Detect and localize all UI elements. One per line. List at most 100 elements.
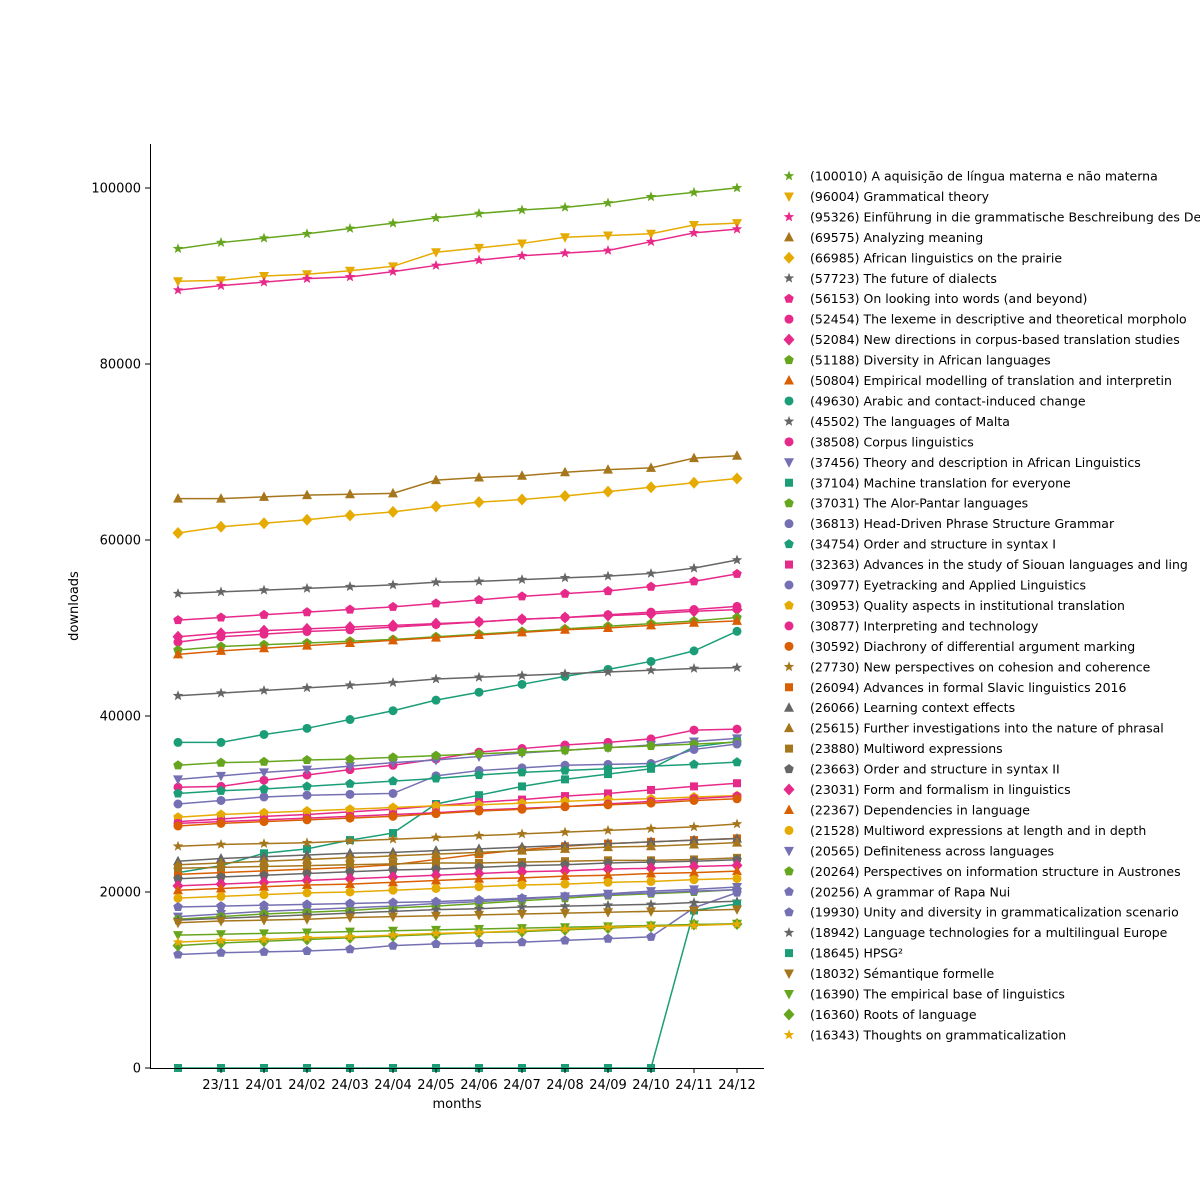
data-point bbox=[173, 821, 183, 831]
data-point bbox=[517, 767, 527, 777]
data-point bbox=[259, 642, 269, 653]
legend-marker bbox=[784, 722, 794, 733]
legend-entry: (18032) Sémantique formelle bbox=[784, 966, 995, 981]
series-line bbox=[177, 798, 738, 827]
series-line bbox=[177, 923, 738, 936]
legend-label: (18942) Language technologies for a mult… bbox=[810, 925, 1168, 940]
data-point bbox=[517, 747, 527, 757]
series-10 bbox=[173, 615, 742, 659]
data-point bbox=[731, 182, 743, 193]
series-23 bbox=[173, 794, 742, 831]
data-point bbox=[603, 464, 613, 474]
data-point bbox=[732, 724, 742, 734]
data-point bbox=[173, 949, 183, 959]
data-point bbox=[431, 695, 441, 705]
series-line bbox=[177, 877, 738, 899]
data-point bbox=[387, 505, 399, 518]
data-point bbox=[345, 789, 355, 799]
data-point bbox=[517, 893, 527, 903]
data-point bbox=[345, 878, 355, 889]
legend-entry: (26066) Learning context effects bbox=[784, 700, 1015, 715]
data-point bbox=[474, 806, 484, 816]
data-point bbox=[602, 609, 614, 622]
legend-marker bbox=[784, 702, 794, 712]
data-point bbox=[173, 493, 183, 503]
data-point bbox=[301, 837, 313, 848]
data-point bbox=[172, 630, 184, 643]
legend-entry: (45502) The languages of Malta bbox=[783, 414, 1010, 429]
legend-entry: (52084) New directions in corpus-based t… bbox=[783, 332, 1180, 347]
legend-entry: (36813) Head-Driven Phrase Structure Gra… bbox=[784, 516, 1115, 531]
legend-marker bbox=[784, 293, 794, 303]
data-point bbox=[688, 186, 700, 197]
series-42 bbox=[172, 918, 743, 947]
data-point bbox=[474, 769, 484, 780]
data-point bbox=[301, 682, 313, 693]
data-point bbox=[474, 938, 484, 948]
data-point bbox=[603, 231, 613, 242]
data-point bbox=[602, 197, 614, 208]
data-point bbox=[560, 879, 570, 889]
data-point bbox=[430, 904, 442, 915]
data-point bbox=[344, 621, 356, 634]
legend-entry: (30953) Quality aspects in institutional… bbox=[784, 598, 1125, 613]
legend-entry: (23880) Multiword expressions bbox=[785, 741, 1003, 756]
data-point bbox=[645, 823, 657, 834]
y-tick-label: 80000 bbox=[100, 358, 141, 373]
data-point bbox=[388, 876, 398, 887]
legend-entry: (18942) Language technologies for a mult… bbox=[783, 925, 1168, 940]
series-8 bbox=[172, 603, 743, 643]
data-point bbox=[516, 250, 528, 261]
data-point bbox=[645, 236, 657, 247]
data-point bbox=[602, 824, 614, 835]
series-35 bbox=[173, 884, 742, 912]
legend-entry: (27730) New perspectives on cohesion and… bbox=[783, 659, 1151, 674]
series-line bbox=[177, 870, 738, 891]
legend-label: (37031) The Alor-Pantar languages bbox=[810, 496, 1028, 511]
data-point bbox=[646, 462, 656, 472]
series-39 bbox=[173, 905, 742, 929]
series-line bbox=[178, 454, 738, 500]
legend-marker bbox=[783, 783, 795, 796]
series-line bbox=[177, 477, 738, 534]
legend-entry: (100010) A aquisição de língua materna e… bbox=[783, 169, 1158, 184]
legend-label: (19930) Unity and diversity in grammatic… bbox=[810, 905, 1179, 920]
data-point bbox=[172, 936, 184, 947]
series-line bbox=[177, 620, 738, 656]
legend-marker bbox=[784, 990, 794, 1000]
data-point bbox=[431, 474, 441, 485]
series-line bbox=[177, 888, 738, 921]
data-point bbox=[301, 513, 313, 526]
data-point bbox=[473, 496, 485, 509]
series-line bbox=[177, 795, 738, 825]
data-point bbox=[344, 581, 356, 592]
legend-marker bbox=[784, 641, 794, 651]
data-point bbox=[646, 931, 656, 941]
data-point bbox=[517, 845, 527, 855]
data-point bbox=[518, 782, 526, 791]
data-point bbox=[172, 588, 184, 599]
data-point bbox=[732, 874, 742, 884]
data-point bbox=[173, 277, 183, 287]
data-point bbox=[602, 666, 614, 677]
data-point bbox=[344, 931, 356, 942]
data-point bbox=[301, 582, 313, 593]
data-point bbox=[430, 617, 442, 630]
data-point bbox=[688, 605, 700, 618]
series-4 bbox=[172, 472, 743, 539]
data-point bbox=[732, 568, 742, 578]
data-point bbox=[474, 910, 484, 921]
data-point bbox=[259, 609, 269, 619]
series-line bbox=[178, 630, 738, 744]
series-24 bbox=[172, 818, 743, 851]
data-point bbox=[301, 909, 313, 920]
legend-entry: (37104) Machine translation for everyone bbox=[785, 475, 1071, 490]
data-point bbox=[689, 744, 699, 754]
data-point bbox=[259, 870, 269, 880]
legend-marker bbox=[784, 437, 794, 447]
data-point bbox=[345, 778, 355, 788]
data-point bbox=[645, 567, 657, 578]
data-point bbox=[732, 450, 742, 460]
data-point bbox=[302, 806, 312, 816]
data-point bbox=[688, 662, 700, 673]
